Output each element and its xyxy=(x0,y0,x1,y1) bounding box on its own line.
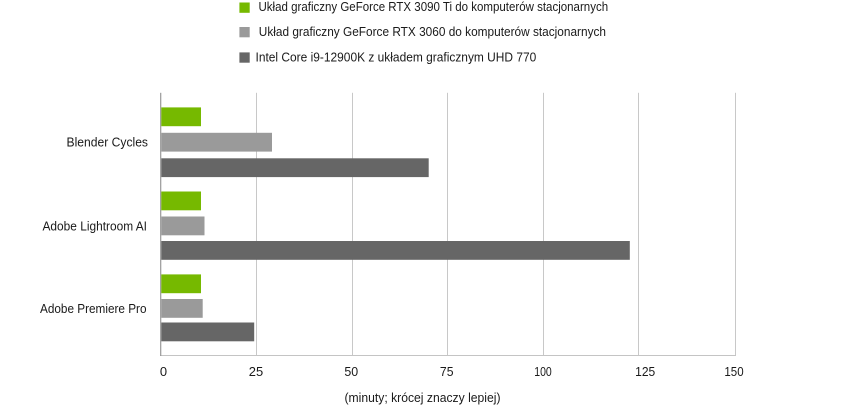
svg-text:150: 150 xyxy=(724,365,743,379)
svg-text:100: 100 xyxy=(534,365,552,379)
svg-text:0: 0 xyxy=(160,365,167,379)
svg-text:(minuty; krócej znaczy lepiej): (minuty; krócej znaczy lepiej) xyxy=(345,390,501,405)
svg-text:25: 25 xyxy=(249,365,263,379)
svg-text:Układ graficzny GeForce RTX 30: Układ graficzny GeForce RTX 3060 do komp… xyxy=(259,24,606,39)
svg-text:75: 75 xyxy=(440,365,454,379)
svg-text:Układ graficzny GeForce RTX 30: Układ graficzny GeForce RTX 3090 Ti do k… xyxy=(259,0,609,14)
svg-text:50: 50 xyxy=(344,365,358,379)
svg-text:Blender Cycles: Blender Cycles xyxy=(67,135,149,150)
svg-text:Adobe Lightroom AI: Adobe Lightroom AI xyxy=(43,219,148,234)
svg-text:125: 125 xyxy=(635,365,655,379)
svg-text:Intel Core i9-12900K z układem: Intel Core i9-12900K z układem graficzny… xyxy=(256,49,537,64)
svg-text:Adobe Premiere Pro: Adobe Premiere Pro xyxy=(40,301,147,316)
